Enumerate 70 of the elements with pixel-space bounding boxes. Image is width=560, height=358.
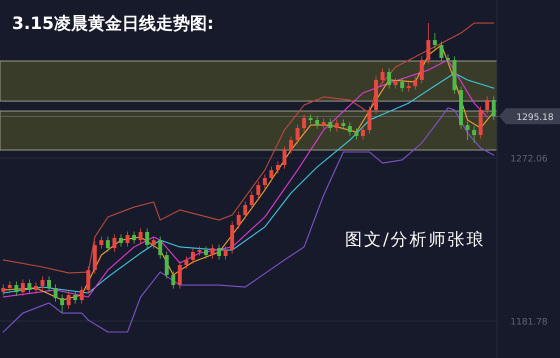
candlestick <box>60 294 64 313</box>
candlestick <box>322 118 326 130</box>
candlestick <box>152 236 156 249</box>
candlestick <box>348 122 352 136</box>
candlestick <box>190 248 195 264</box>
candlestick <box>126 231 130 248</box>
ref-line-label: 1295.18 <box>516 112 554 123</box>
candlestick <box>27 279 32 294</box>
candlestick <box>178 261 182 290</box>
candlestick <box>262 174 267 190</box>
candlestick <box>40 276 44 290</box>
candlestick <box>197 246 202 256</box>
candlestick <box>439 40 444 62</box>
candlestick <box>485 96 490 114</box>
candlestick <box>184 256 188 270</box>
candlestick <box>171 270 176 290</box>
candlestick <box>145 228 150 249</box>
candlestick <box>47 276 52 292</box>
candlestick <box>492 96 496 120</box>
candlestick <box>269 166 274 182</box>
candlestick <box>289 136 293 154</box>
candlestick <box>99 236 104 249</box>
candlestick <box>466 121 470 140</box>
annotation: 图文/分析师张琅 <box>345 230 486 250</box>
y-tick-label: 1181.78 <box>510 318 548 328</box>
candlestick <box>472 126 476 144</box>
candlestick <box>380 68 385 84</box>
candlestick <box>368 106 372 134</box>
candlestick <box>400 78 404 92</box>
candlestick <box>132 231 136 244</box>
candlestick <box>224 246 228 260</box>
text: 3.15凌晨黄金日线走势图: <box>12 14 214 34</box>
candlestick <box>73 290 78 304</box>
candlestick <box>236 211 241 229</box>
candlestick <box>204 246 208 260</box>
candlestick <box>20 279 25 296</box>
candlestick <box>360 126 365 140</box>
candlestick <box>387 68 392 90</box>
candlestick <box>354 128 358 140</box>
candlestick <box>86 266 90 294</box>
candlestick <box>34 282 38 294</box>
line-series <box>2 107 494 333</box>
candlestick <box>420 56 424 84</box>
candlestick <box>315 116 320 130</box>
candlestick <box>210 244 214 260</box>
candlestick <box>243 201 248 220</box>
candlestick <box>217 244 222 260</box>
candlestick <box>426 22 430 64</box>
candlestick <box>164 251 169 279</box>
candlestick <box>276 161 280 174</box>
candlestick <box>8 281 12 292</box>
candlestick <box>432 32 437 49</box>
candlestick <box>256 181 260 199</box>
candlestick <box>112 234 116 252</box>
candlestick <box>138 228 143 244</box>
candlestick <box>14 281 18 296</box>
candlestick <box>54 284 58 302</box>
candlestick <box>341 119 346 130</box>
candlestick <box>119 234 123 248</box>
candlestick <box>308 114 313 124</box>
candlestick <box>302 114 306 132</box>
y-tick-label: 1272.06 <box>510 154 548 165</box>
candlestick <box>282 146 286 170</box>
candlestick <box>334 119 339 132</box>
candlestick <box>394 78 398 90</box>
candlestick <box>406 82 411 92</box>
candlestick <box>66 290 71 310</box>
candlestick <box>446 54 450 64</box>
candlestick <box>106 236 110 252</box>
candlestick <box>296 124 300 144</box>
